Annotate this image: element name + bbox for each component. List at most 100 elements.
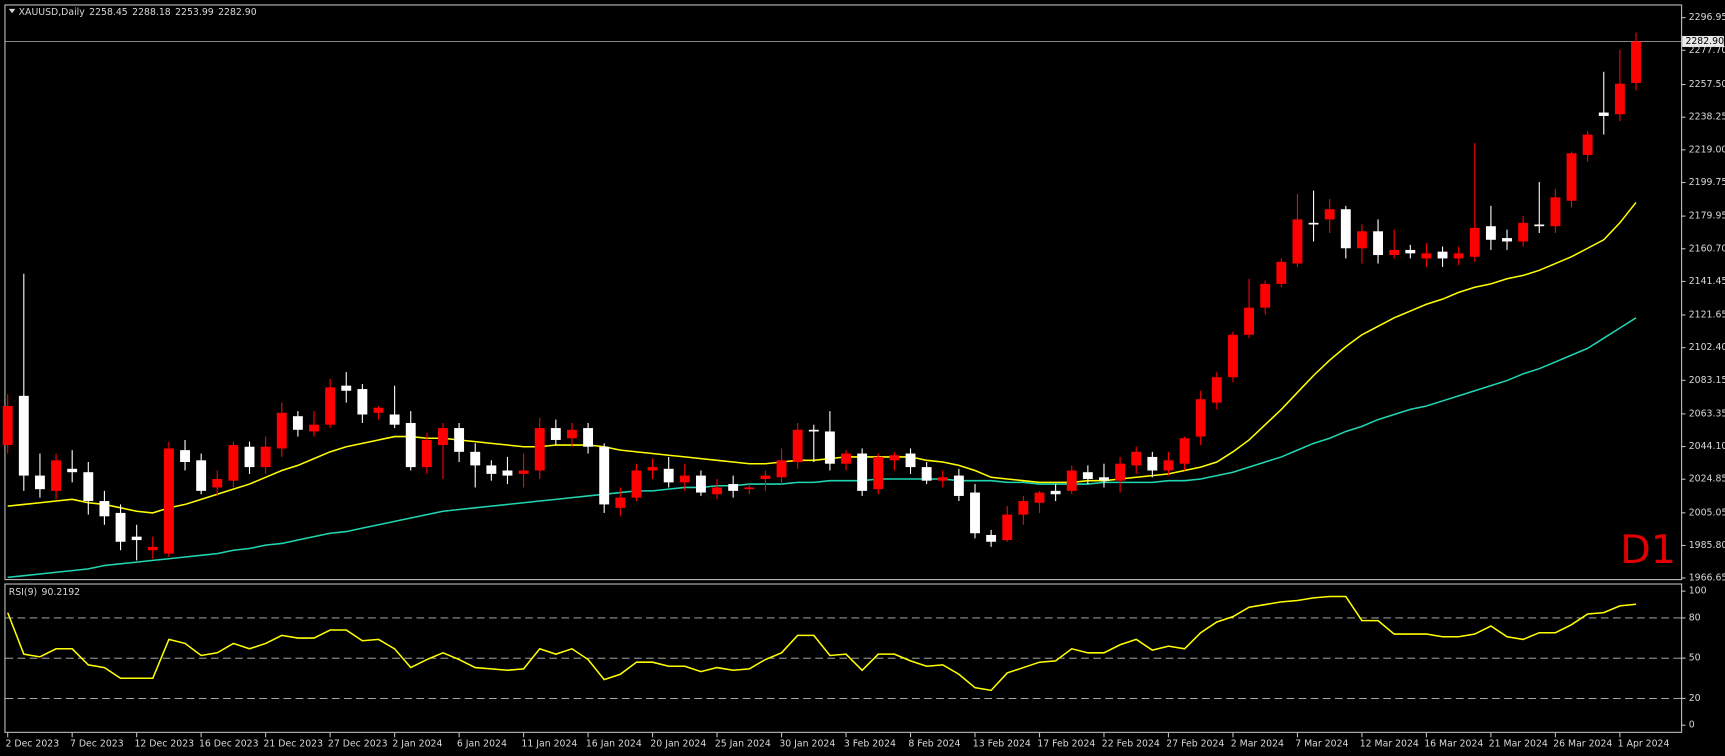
candle-body [99,501,110,517]
y-tick-label: 2063.35 [1689,408,1725,419]
candle-body [260,446,271,468]
y-tick-label: 2199.75 [1689,177,1725,188]
rsi-tick-label: 80 [1689,612,1701,623]
candle-body [986,534,997,542]
y-tick-label: 2005.05 [1689,507,1725,518]
candle-body [1453,253,1464,259]
x-tick-label: 6 Jan 2024 [457,738,507,749]
candle-body [1260,283,1271,308]
candle-body [373,407,384,413]
candle-body [1211,377,1222,403]
candle-body [1082,472,1093,479]
candle-body [325,387,336,425]
y-tick-label: 2083.15 [1689,375,1725,386]
candle-body [1228,334,1238,378]
candle-body [1534,224,1545,227]
candle-body [1566,153,1577,201]
x-tick-label: 17 Feb 2024 [1037,738,1095,749]
x-tick-label: 13 Feb 2024 [973,738,1031,749]
price-panel-frame [4,4,1683,581]
candle-body [1195,399,1206,437]
y-tick-label: 1985.80 [1689,540,1725,551]
candle-body [438,428,448,446]
candle-body [51,460,62,491]
moving-average-line [7,201,1637,514]
candle-body [599,446,610,505]
candle-body [970,492,980,534]
candle-body [180,450,190,463]
rsi-value: 90.2192 [42,587,81,598]
candle-body [1437,251,1448,259]
candle-body [1276,261,1287,284]
candle-body [1389,249,1400,256]
candle-body [695,475,706,493]
candle-body [1050,490,1061,495]
candle-body [1582,134,1593,155]
x-tick-label: 21 Dec 2023 [263,738,323,749]
candle-body [244,446,255,468]
moving-average-line [7,317,1637,579]
y-tick-label: 2238.25 [1689,112,1725,123]
y-tick-label: 2160.70 [1689,243,1725,254]
candle-body [1308,222,1319,225]
x-tick-label: 16 Dec 2023 [199,738,259,749]
rsi-tick-label: 100 [1689,586,1707,597]
candle-body [502,470,513,476]
candle-body [776,460,787,478]
candle-body [163,448,174,554]
rsi-line [6,595,1637,692]
candle-body [824,431,835,464]
x-tick-label: 27 Feb 2024 [1166,738,1224,749]
candle-body [1292,219,1303,264]
x-tick-label: 7 Dec 2023 [70,738,124,749]
timeframe-annotation: D1 [1620,527,1676,573]
y-tick-label: 2102.40 [1689,342,1725,353]
y-tick-label: 2044.10 [1689,441,1725,452]
rsi-header: RSI(9) 90.2192 [9,587,80,598]
candle-body [744,487,755,490]
quote-close: 2282.90 [218,7,257,18]
x-tick-label: 25 Jan 2024 [715,738,771,749]
candle-body [1099,477,1109,481]
candle-body [760,475,771,479]
candle-body [712,487,722,495]
candle-body [615,497,626,508]
x-tick-label: 12 Dec 2023 [134,738,194,749]
candle-body [1131,451,1142,466]
candle-body [1550,197,1561,227]
x-tick-label: 30 Jan 2024 [779,738,835,749]
quote-open: 2258.45 [89,7,128,18]
candle-body [1373,231,1383,256]
candle-body [276,412,287,449]
candle-body [212,478,223,488]
candle-body [567,429,577,439]
candle-body [1163,460,1174,471]
candle-body [1179,438,1190,464]
candle-body [405,422,416,468]
y-tick-label: 2296.95 [1689,12,1725,23]
x-tick-label: 20 Jan 2024 [650,738,706,749]
candle-body [1244,307,1255,335]
candle-body [1340,209,1351,249]
x-tick-label: 12 Mar 2024 [1360,738,1419,749]
x-tick-label: 7 Mar 2024 [1295,738,1348,749]
candle-body [1518,222,1529,242]
x-tick-label: 27 Dec 2023 [328,738,388,749]
rsi-tick-label: 0 [1689,720,1695,731]
x-tick-label: 26 Mar 2024 [1553,738,1612,749]
candle-body [792,429,803,463]
candle-body [454,428,465,452]
candle-body [67,468,78,473]
candle-body [857,453,868,491]
candle-body [2,406,13,446]
candle-body [1066,470,1077,491]
candle-body [1018,501,1029,515]
y-tick-label: 2141.45 [1689,276,1725,287]
candle-body [583,428,594,447]
x-tick-label: 2 Dec 2023 [5,738,59,749]
candle-body [663,468,674,483]
candle-body [1614,83,1625,115]
candle-body [728,484,739,491]
